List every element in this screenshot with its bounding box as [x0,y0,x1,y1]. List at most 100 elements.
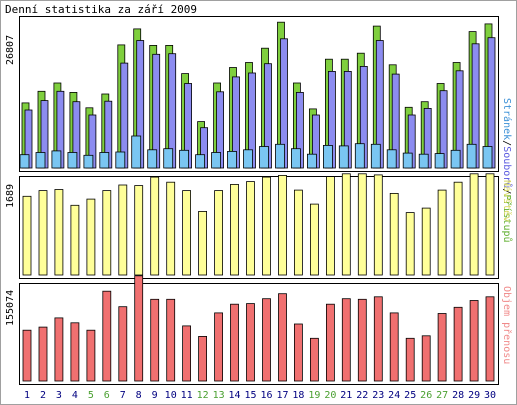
bar-visits-day-2 [38,190,48,276]
bar-pages-day-22 [354,143,365,169]
bar-traffic-day-16 [262,298,271,382]
x-tick-label-15: 15 [244,390,256,401]
x-tick-label-7: 7 [120,390,126,401]
x-tick-label-5: 5 [88,390,94,401]
x-tick-label-28: 28 [452,390,464,401]
bar-traffic-day-13 [214,312,224,382]
bar-pages-day-24 [386,149,397,169]
bar-visits-day-30 [485,173,495,276]
bar-traffic-day-19 [309,337,319,382]
x-tick-label-22: 22 [356,390,368,401]
x-tick-label-24: 24 [388,390,400,401]
bar-traffic-day-2 [38,326,48,382]
x-tick-label-25: 25 [404,390,416,401]
bar-visits-day-5 [86,198,96,276]
bar-traffic-day-25 [405,337,415,382]
bar-pages-day-5 [83,154,94,169]
bar-traffic-day-26 [421,335,431,382]
bar-pages-day-4 [67,152,78,169]
bar-visits-day-28 [453,181,463,276]
x-tick-label-3: 3 [56,390,62,401]
x-tick-label-10: 10 [165,390,177,401]
x-tick-label-18: 18 [292,390,304,401]
bar-traffic-day-10 [166,298,176,382]
legend-files: Souborů [501,146,512,189]
bar-visits-day-23 [373,174,383,276]
bar-pages-day-21 [338,145,349,169]
bar-pages-day-29 [466,143,477,169]
x-tick-label-8: 8 [136,390,142,401]
x-tick-label-26: 26 [420,390,432,401]
bottom-legend: Objem přenosu [501,286,512,365]
bar-traffic-day-6 [102,290,112,382]
bar-visits-day-12 [198,210,208,276]
bar-pages-day-2 [35,152,46,169]
x-tick-label-17: 17 [276,390,288,401]
bar-pages-day-8 [131,135,142,169]
bar-visits-day-24 [389,192,399,276]
bar-pages-day-11 [179,149,190,169]
bar-traffic-day-3 [54,317,64,382]
legend-pages: Stránek [501,98,512,141]
bar-visits-day-29 [469,173,479,276]
bar-pages-day-30 [482,146,493,169]
bar-visits-day-25 [405,212,415,276]
x-tick-label-21: 21 [340,390,352,401]
x-tick-label-14: 14 [228,390,240,401]
bar-pages-day-27 [434,153,445,169]
bar-visits-day-21 [341,173,351,276]
x-tick-label-19: 19 [308,390,320,401]
bar-visits-day-7 [118,184,128,276]
bar-traffic-day-11 [182,325,192,382]
bar-traffic-day-28 [453,306,463,382]
bar-pages-day-1 [19,154,30,169]
bar-traffic-day-30 [485,296,495,382]
bar-visits-day-27 [437,189,447,276]
bar-traffic-day-24 [389,312,399,382]
bar-pages-day-18 [290,148,301,169]
bar-traffic-day-17 [278,293,287,382]
legend-sep-2: / [501,188,512,195]
bar-visits-day-3 [54,189,64,276]
legend-hits: Přístupů [501,194,512,243]
bar-pages-day-28 [450,149,461,169]
bar-visits-day-18 [293,189,303,276]
top-panel-frame [19,16,499,172]
bar-pages-day-17 [275,143,285,169]
top-legend: Stránek/Souborů/Přístupů [501,98,512,243]
bar-pages-day-25 [402,152,413,169]
x-tick-label-6: 6 [104,390,110,401]
x-tick-label-16: 16 [260,390,272,401]
bar-visits-day-14 [230,183,239,276]
bar-visits-day-17 [278,174,287,276]
x-tick-label-11: 11 [181,390,193,401]
x-tick-label-4: 4 [72,390,78,401]
bar-traffic-day-7 [118,306,128,382]
bar-visits-day-20 [325,176,335,276]
bar-traffic-day-29 [469,300,479,382]
bar-pages-day-15 [243,149,253,169]
bar-pages-day-12 [195,154,206,169]
bar-visits-day-26 [421,207,431,276]
x-tick-label-12: 12 [197,390,209,401]
x-tick-label-29: 29 [468,390,480,401]
legend-sep-1: / [501,140,512,147]
x-tick-label-23: 23 [372,390,384,401]
bar-pages-day-20 [322,144,333,169]
bar-traffic-day-9 [150,298,160,382]
bar-pages-day-16 [259,146,269,169]
bar-visits-day-1 [22,195,32,276]
bar-traffic-day-15 [246,303,255,382]
bar-visits-day-19 [309,203,319,276]
x-tick-label-27: 27 [436,390,448,401]
x-tick-label-9: 9 [152,390,158,401]
bar-visits-day-6 [102,190,112,276]
bar-traffic-day-20 [325,303,335,382]
bar-pages-day-14 [227,150,237,169]
x-tick-label-2: 2 [40,390,46,401]
bar-traffic-day-4 [70,322,80,382]
bar-visits-day-13 [214,190,224,276]
x-tick-label-30: 30 [484,390,496,401]
